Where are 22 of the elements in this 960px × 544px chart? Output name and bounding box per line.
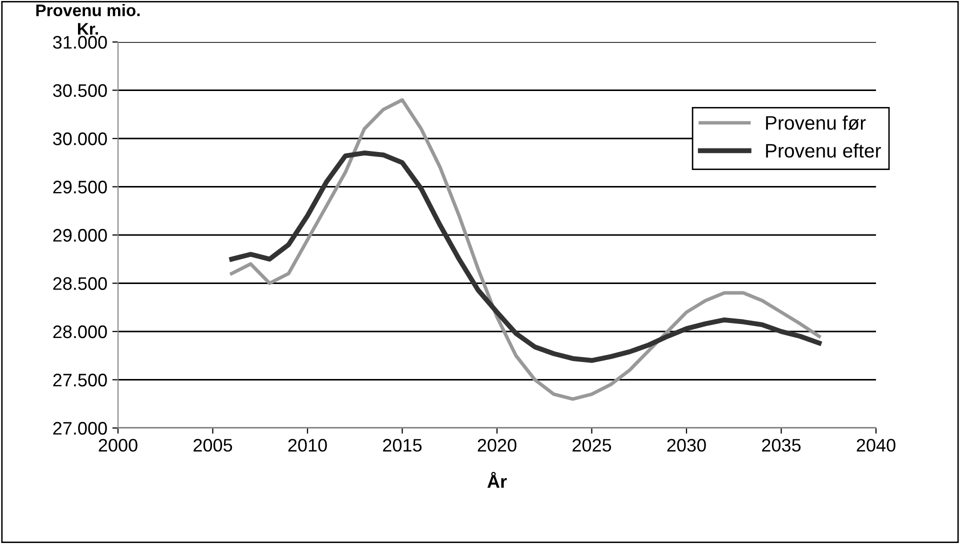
legend-label: Provenu før <box>766 116 866 130</box>
y-axis-title: Provenu mio. Kr. <box>36 4 140 35</box>
y-tick-label: 27.000 <box>53 422 107 435</box>
x-tick-label: 2000 <box>98 438 138 452</box>
x-tick-label: 2025 <box>572 438 612 452</box>
y-tick-label: 29.000 <box>53 228 107 242</box>
y-tick-label: 28.500 <box>53 277 107 290</box>
y-tick-label: 30.000 <box>53 132 107 146</box>
x-tick-label: 2035 <box>762 438 801 452</box>
x-tick-label: 2030 <box>667 438 706 452</box>
x-tick-label: 2015 <box>383 438 422 452</box>
y-tick-label: 30.500 <box>53 84 107 97</box>
x-axis-title: År <box>487 472 507 488</box>
x-tick-label: 2010 <box>288 438 327 452</box>
y-tick-label: 28.000 <box>53 325 107 338</box>
x-tick-label: 2005 <box>194 438 232 452</box>
x-tick-label: 2040 <box>856 438 896 452</box>
y-tick-label: 31.000 <box>53 36 107 49</box>
x-tick-label: 2020 <box>478 438 516 452</box>
y-tick-label: 29.500 <box>53 180 107 194</box>
y-tick-label: 27.500 <box>53 374 107 386</box>
legend-label: Provenu efter <box>766 143 881 158</box>
